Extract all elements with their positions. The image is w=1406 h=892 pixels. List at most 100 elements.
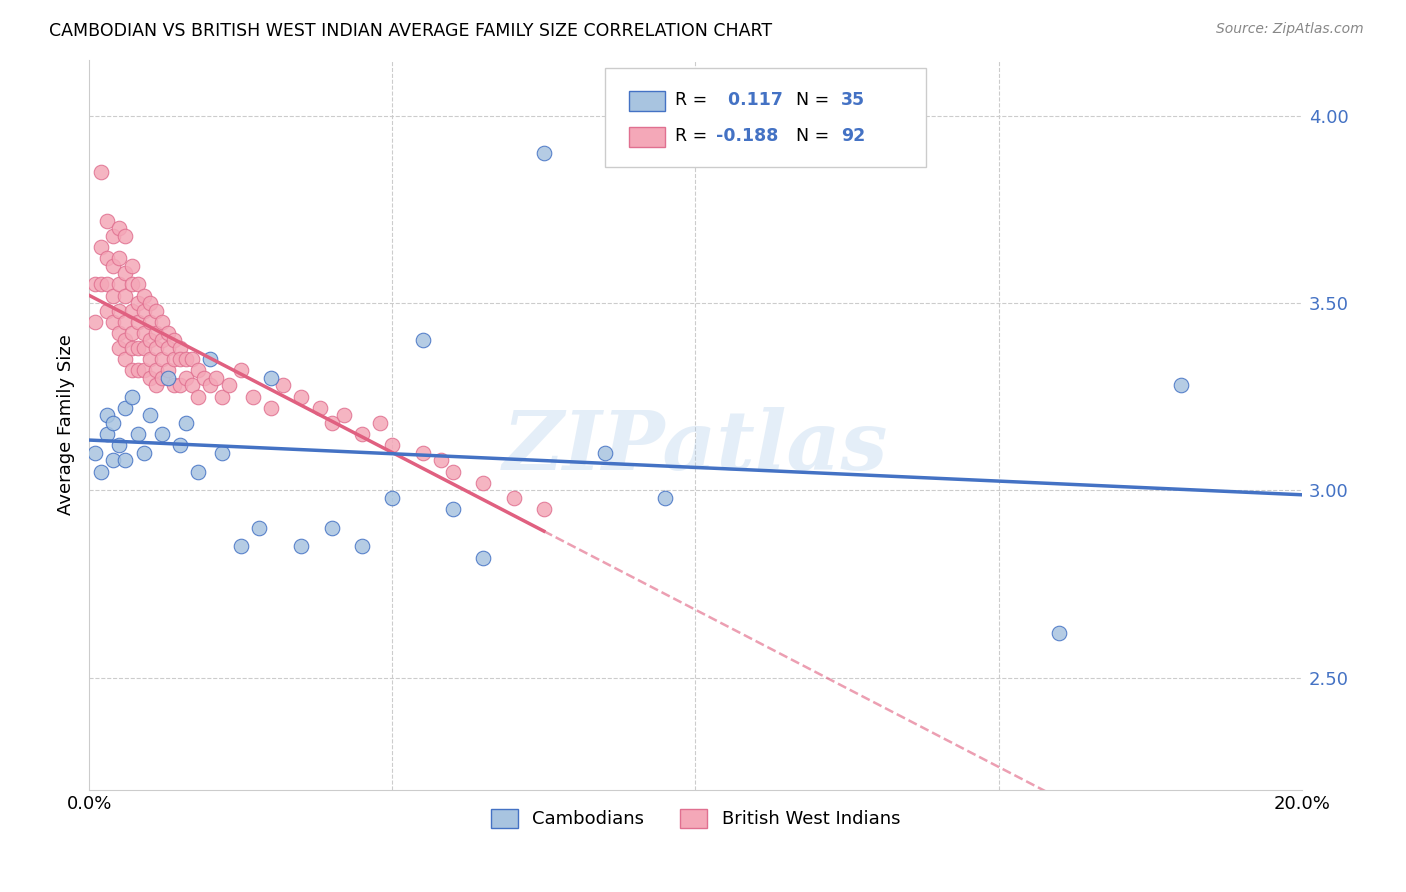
Point xyxy=(90,240,112,254)
Point xyxy=(127,363,149,377)
Text: R =: R = xyxy=(675,127,713,145)
Point xyxy=(121,390,143,404)
Point xyxy=(260,371,283,385)
Point xyxy=(108,341,131,355)
Point xyxy=(90,165,112,179)
Point xyxy=(127,341,149,355)
Point xyxy=(108,277,131,292)
Point xyxy=(96,213,118,227)
Point xyxy=(114,315,136,329)
Point xyxy=(114,453,136,467)
Point xyxy=(654,491,676,505)
Point xyxy=(271,378,294,392)
Point xyxy=(145,341,167,355)
Point xyxy=(381,438,404,452)
Point xyxy=(150,371,173,385)
Point xyxy=(187,390,209,404)
Text: R =: R = xyxy=(675,91,713,109)
Point xyxy=(138,352,160,367)
Point xyxy=(96,409,118,423)
Point xyxy=(121,259,143,273)
Point xyxy=(229,363,252,377)
Point xyxy=(174,352,197,367)
Point xyxy=(247,521,270,535)
Point xyxy=(145,378,167,392)
Point xyxy=(96,427,118,442)
Point xyxy=(156,341,179,355)
Point xyxy=(242,390,264,404)
Point xyxy=(138,371,160,385)
Point xyxy=(174,371,197,385)
Point xyxy=(321,416,343,430)
Point xyxy=(211,446,233,460)
Point xyxy=(441,502,464,516)
Text: -0.188: -0.188 xyxy=(716,127,779,145)
Point xyxy=(156,371,179,385)
Point xyxy=(169,341,191,355)
Point xyxy=(103,453,125,467)
Point xyxy=(121,303,143,318)
Point xyxy=(127,427,149,442)
Y-axis label: Average Family Size: Average Family Size xyxy=(58,334,75,516)
Point xyxy=(163,378,186,392)
Point xyxy=(121,363,143,377)
Point xyxy=(114,228,136,243)
Point xyxy=(430,453,453,467)
Point xyxy=(321,521,343,535)
Text: ZIPatlas: ZIPatlas xyxy=(503,407,889,487)
Point xyxy=(218,378,240,392)
Text: N =: N = xyxy=(796,91,835,109)
Text: 92: 92 xyxy=(841,127,865,145)
Point xyxy=(150,352,173,367)
Point xyxy=(121,326,143,340)
Text: CAMBODIAN VS BRITISH WEST INDIAN AVERAGE FAMILY SIZE CORRELATION CHART: CAMBODIAN VS BRITISH WEST INDIAN AVERAGE… xyxy=(49,22,772,40)
Point xyxy=(132,326,155,340)
Point xyxy=(150,315,173,329)
Point xyxy=(350,540,373,554)
Point xyxy=(108,326,131,340)
Point xyxy=(114,334,136,348)
Point xyxy=(84,446,107,460)
Point xyxy=(103,288,125,302)
Point xyxy=(103,416,125,430)
Point xyxy=(138,315,160,329)
Point xyxy=(593,446,616,460)
Point xyxy=(290,390,312,404)
Point xyxy=(108,251,131,265)
Point xyxy=(368,416,391,430)
Point xyxy=(181,378,204,392)
Point xyxy=(96,303,118,318)
Point xyxy=(121,341,143,355)
Point xyxy=(114,352,136,367)
Point xyxy=(502,491,524,505)
Point xyxy=(163,352,186,367)
Point xyxy=(103,315,125,329)
Point xyxy=(150,427,173,442)
Point xyxy=(138,296,160,310)
Point xyxy=(145,303,167,318)
Point xyxy=(127,277,149,292)
Point xyxy=(412,446,434,460)
Point xyxy=(156,363,179,377)
Point xyxy=(127,296,149,310)
Point xyxy=(187,465,209,479)
Point xyxy=(127,315,149,329)
Point xyxy=(1170,378,1192,392)
Point xyxy=(132,288,155,302)
Point xyxy=(84,277,107,292)
Point xyxy=(290,540,312,554)
Point xyxy=(533,146,555,161)
Text: Source: ZipAtlas.com: Source: ZipAtlas.com xyxy=(1216,22,1364,37)
Point xyxy=(260,401,283,415)
Point xyxy=(84,315,107,329)
Point xyxy=(472,550,495,565)
Text: N =: N = xyxy=(796,127,835,145)
Point xyxy=(96,277,118,292)
Point xyxy=(103,228,125,243)
FancyBboxPatch shape xyxy=(628,127,665,147)
Point xyxy=(145,326,167,340)
Point xyxy=(108,303,131,318)
Point xyxy=(200,378,222,392)
Point xyxy=(174,416,197,430)
Point xyxy=(169,352,191,367)
